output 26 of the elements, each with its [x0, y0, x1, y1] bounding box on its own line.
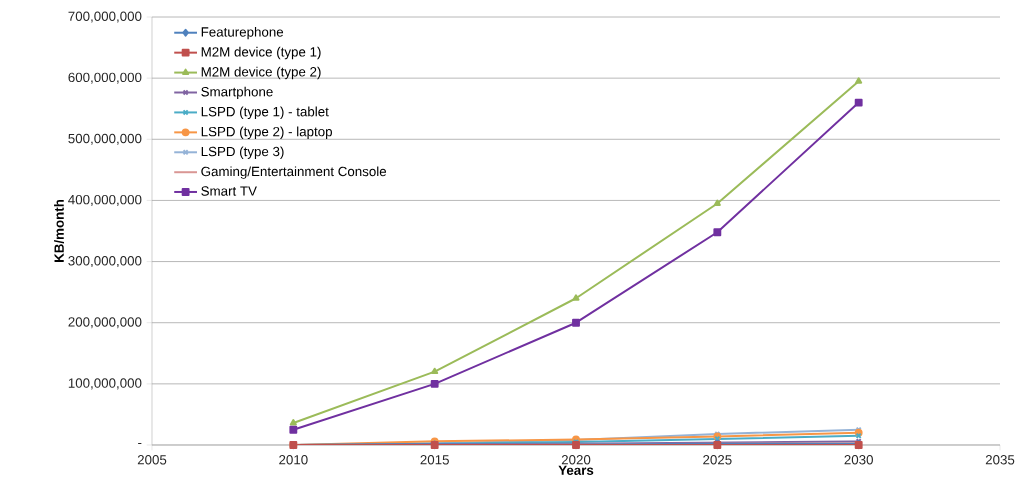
y-tick-label: 400,000,000 — [68, 194, 142, 206]
y-axis-title: KB/month — [54, 199, 64, 262]
x-tick-label: 2030 — [844, 455, 873, 465]
y-tick-label: - — [138, 442, 142, 444]
x-tick-label: 2010 — [279, 455, 308, 465]
x-axis-title: Years — [558, 465, 594, 475]
y-tick-label: 600,000,000 — [68, 72, 142, 84]
y-tick-label: 300,000,000 — [68, 256, 142, 268]
legend-label: Smartphone — [201, 86, 273, 100]
legend-label: Smart TV — [201, 186, 257, 196]
y-tick-label: 500,000,000 — [68, 133, 142, 145]
legend-label: Gaming/Entertainment Console — [201, 166, 387, 179]
y-tick-label: 200,000,000 — [68, 317, 142, 329]
legend-label: LSPD (type 3) — [201, 146, 284, 159]
legend-label: LSPD (type 2) - laptop — [201, 126, 332, 139]
y-tick-label: 700,000,000 — [68, 11, 142, 23]
x-tick-label: 2020 — [561, 455, 591, 465]
legend-label: M2M device (type 2) — [201, 66, 321, 80]
x-tick-label: 2005 — [137, 455, 167, 465]
x-tick-label: 2025 — [703, 455, 732, 465]
legend-label: LSPD (type 1) - tablet — [201, 106, 329, 120]
y-tick-label: 100,000,000 — [68, 378, 142, 390]
x-tick-label: 2035 — [985, 455, 1015, 465]
legend-label: Featurephone — [201, 26, 284, 40]
x-tick-label: 2015 — [420, 455, 449, 465]
legend-label: M2M device (type 1) — [201, 46, 321, 60]
